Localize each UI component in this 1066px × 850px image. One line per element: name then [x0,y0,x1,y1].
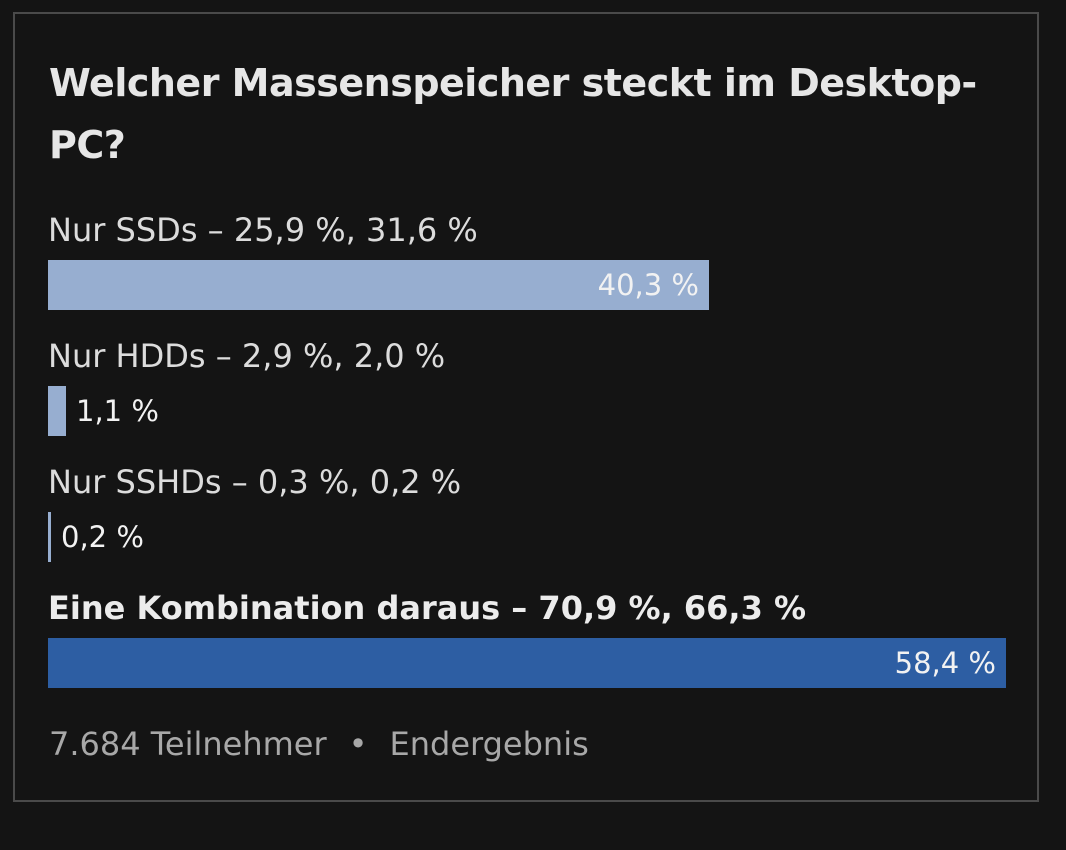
poll-option-label: Eine Kombination daraus – 70,9 %, 66,3 % [48,589,807,627]
poll-option-label: Nur HDDs – 2,9 %, 2,0 % [48,337,446,375]
poll-option-label: Nur SSDs – 25,9 %, 31,6 % [48,211,478,249]
poll-option-label: Nur SSHDs – 0,3 %, 0,2 % [48,463,462,501]
poll-status: Endergebnis [389,725,589,763]
separator-dot: • [348,725,368,763]
poll-option-bar [48,260,709,310]
participant-count: 7.684 Teilnehmer [49,725,327,763]
poll-option-value: 0,2 % [61,520,144,554]
poll-option-bar-row: 1,1 % [48,386,1018,436]
poll-title: Welcher Massenspeicher steckt im Desktop… [49,61,977,167]
poll-option-nur-ssds: Nur SSDs – 25,9 %, 31,6 % 40,3 % [48,210,1018,310]
poll-card: Welcher Massenspeicher steckt im Desktop… [13,12,1039,802]
poll-option-nur-sshds: Nur SSHDs – 0,3 %, 0,2 % 0,2 % [48,462,1018,562]
poll-option-value: 58,4 % [894,646,996,680]
poll-option-bar [48,386,66,436]
poll-option-kombination: Eine Kombination daraus – 70,9 %, 66,3 %… [48,588,1018,688]
poll-option-value: 1,1 % [76,394,159,428]
poll-option-value: 40,3 % [597,268,699,302]
poll-footer: 7.684 Teilnehmer • Endergebnis [49,722,589,766]
poll-option-nur-hdds: Nur HDDs – 2,9 %, 2,0 % 1,1 % [48,336,1018,436]
poll-option-bar-row: 40,3 % [48,260,1018,310]
poll-option-bar-row: 58,4 % [48,638,1018,688]
poll-option-bar [48,512,51,562]
poll-option-bar [48,638,1006,688]
poll-option-bar-row: 0,2 % [48,512,1018,562]
